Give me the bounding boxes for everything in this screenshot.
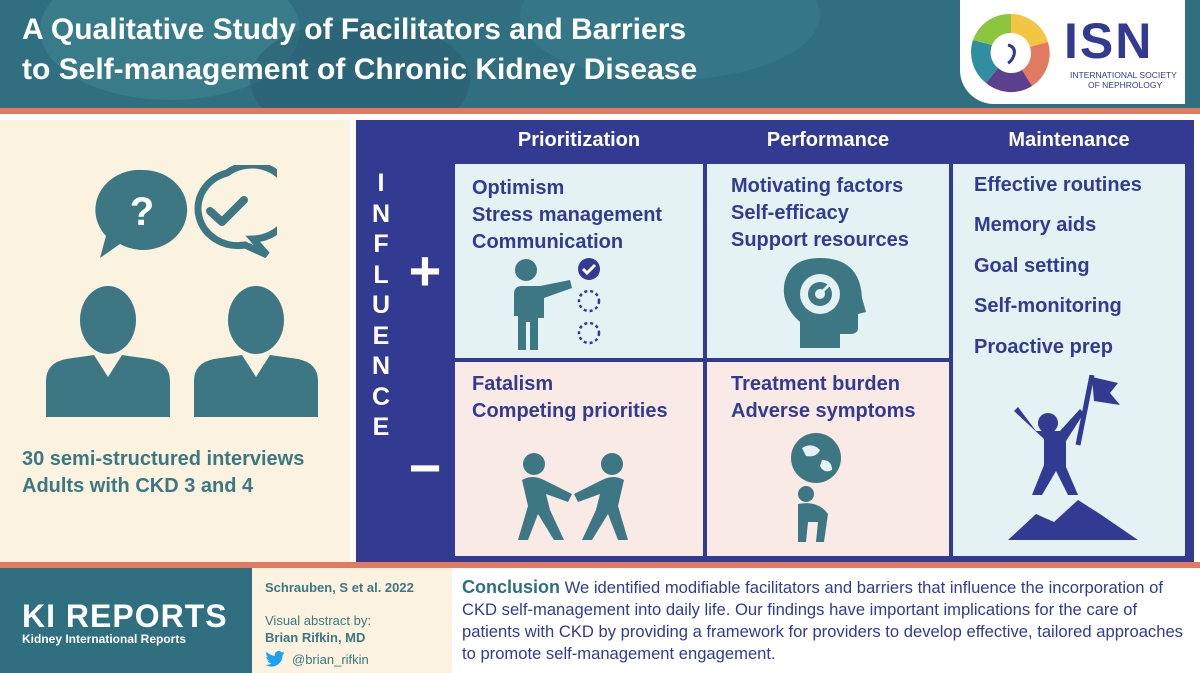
influence-letter: F	[373, 230, 389, 258]
barrier-item: Competing priorities	[472, 400, 668, 422]
person-icon	[194, 286, 318, 417]
journal-subtitle: Kidney International Reports	[22, 632, 187, 646]
barrier-item: Adverse symptoms	[731, 400, 916, 422]
maintenance-item: Proactive prep	[974, 336, 1113, 358]
facilitator-item: Stress management	[472, 204, 663, 226]
isn-name-line-1: INTERNATIONAL SOCIETY	[1070, 70, 1177, 80]
conclusion-label: Conclusion	[462, 577, 560, 597]
column-header-maintenance: Maintenance	[1008, 129, 1130, 151]
influence-letter: U	[371, 291, 391, 319]
barrier-item: Treatment burden	[731, 373, 900, 395]
column-header-prioritization: Prioritization	[517, 129, 641, 151]
influence-letter: L	[373, 260, 389, 289]
influence-letter: C	[371, 382, 391, 411]
person-carrying-world-icon	[791, 433, 841, 542]
influence-label: I N F L U E N C E	[366, 168, 396, 443]
twitter-bird-icon	[265, 651, 285, 667]
credits-panel	[252, 568, 452, 673]
page-title: A Qualitative Study of Facilitators and …	[22, 10, 922, 90]
maintenance-item: Self-monitoring	[974, 295, 1122, 317]
prioritization-facilitators: Optimism Stress management Communication	[472, 175, 662, 256]
facilitator-item: Communication	[472, 231, 624, 253]
question-speech-bubble-icon: ?	[95, 169, 188, 258]
journal-logo-box	[0, 568, 252, 673]
facilitator-item: Self-efficacy	[731, 202, 849, 224]
header-divider	[0, 108, 1200, 114]
footer-divider	[0, 562, 1200, 568]
prioritization-facilitators-cell	[454, 163, 704, 359]
checkmark-speech-bubble-icon	[194, 165, 277, 259]
maintenance-item: Effective routines	[974, 174, 1142, 196]
influence-letter: N	[371, 352, 391, 380]
prioritization-barriers: Fatalism Competing priorities	[472, 371, 668, 425]
title-line-2: to Self-management of Chronic Kidney Dis…	[22, 53, 698, 86]
column-header-performance: Performance	[766, 129, 890, 151]
isn-fullname: INTERNATIONAL SOCIETY OF NEPHROLOGY	[1070, 70, 1177, 90]
influence-letter: E	[372, 321, 390, 350]
influence-letter: E	[372, 413, 390, 441]
person-icon	[46, 286, 170, 417]
facilitator-item: Support resources	[731, 229, 909, 251]
isn-emblem-icon	[971, 13, 1050, 93]
abstract-by-label: Visual abstract by:	[265, 613, 371, 628]
influence-letter: I	[377, 169, 385, 197]
prioritization-barriers-cell	[454, 361, 704, 557]
influence-letter: N	[371, 199, 391, 228]
facilitator-item: Motivating factors	[731, 175, 904, 197]
negative-influence-sign: −	[408, 436, 442, 499]
facilitator-item: Optimism	[472, 177, 565, 199]
citation: Schrauben, S et al. 2022	[265, 580, 414, 595]
maintenance-item: Memory aids	[974, 214, 1097, 236]
barrier-item: Fatalism	[472, 373, 554, 395]
checklist-presenter-icon	[510, 258, 601, 350]
isn-name-line-2: OF NEPHROLOGY	[1088, 80, 1163, 90]
svg-text:?: ?	[130, 190, 154, 234]
study-description: 30 semi-structured interviews Adults wit…	[22, 446, 352, 500]
isn-logo: ISN INTERNATIONAL SOCIETY OF NEPHROLOGY	[960, 0, 1185, 104]
head-with-gear-icon	[783, 258, 866, 348]
performance-barriers: Treatment burden Adverse symptoms	[731, 371, 916, 425]
study-interviews: 30 semi-structured interviews	[22, 448, 305, 470]
author-name: Brian Rifkin, MD	[265, 630, 366, 645]
maintenance-item: Goal setting	[974, 255, 1090, 277]
conclusion-text: We identified modifiable facilitators an…	[462, 578, 1183, 663]
journal-title: KI REPORTS	[22, 598, 228, 634]
summit-flag-icon	[1008, 375, 1138, 540]
positive-influence-sign: +	[408, 239, 442, 302]
study-population: Adults with CKD 3 and 4	[22, 475, 254, 497]
conclusion-paragraph: Conclusion We identified modifiable faci…	[462, 576, 1192, 665]
background-shape	[250, 20, 470, 108]
title-line-1: A Qualitative Study of Facilitators and …	[22, 13, 687, 46]
tug-of-war-icon	[518, 453, 628, 540]
twitter-handle: @brian_rifkin	[292, 652, 369, 667]
performance-facilitators: Motivating factors Self-efficacy Support…	[731, 173, 909, 254]
isn-acronym: ISN	[1064, 13, 1154, 69]
